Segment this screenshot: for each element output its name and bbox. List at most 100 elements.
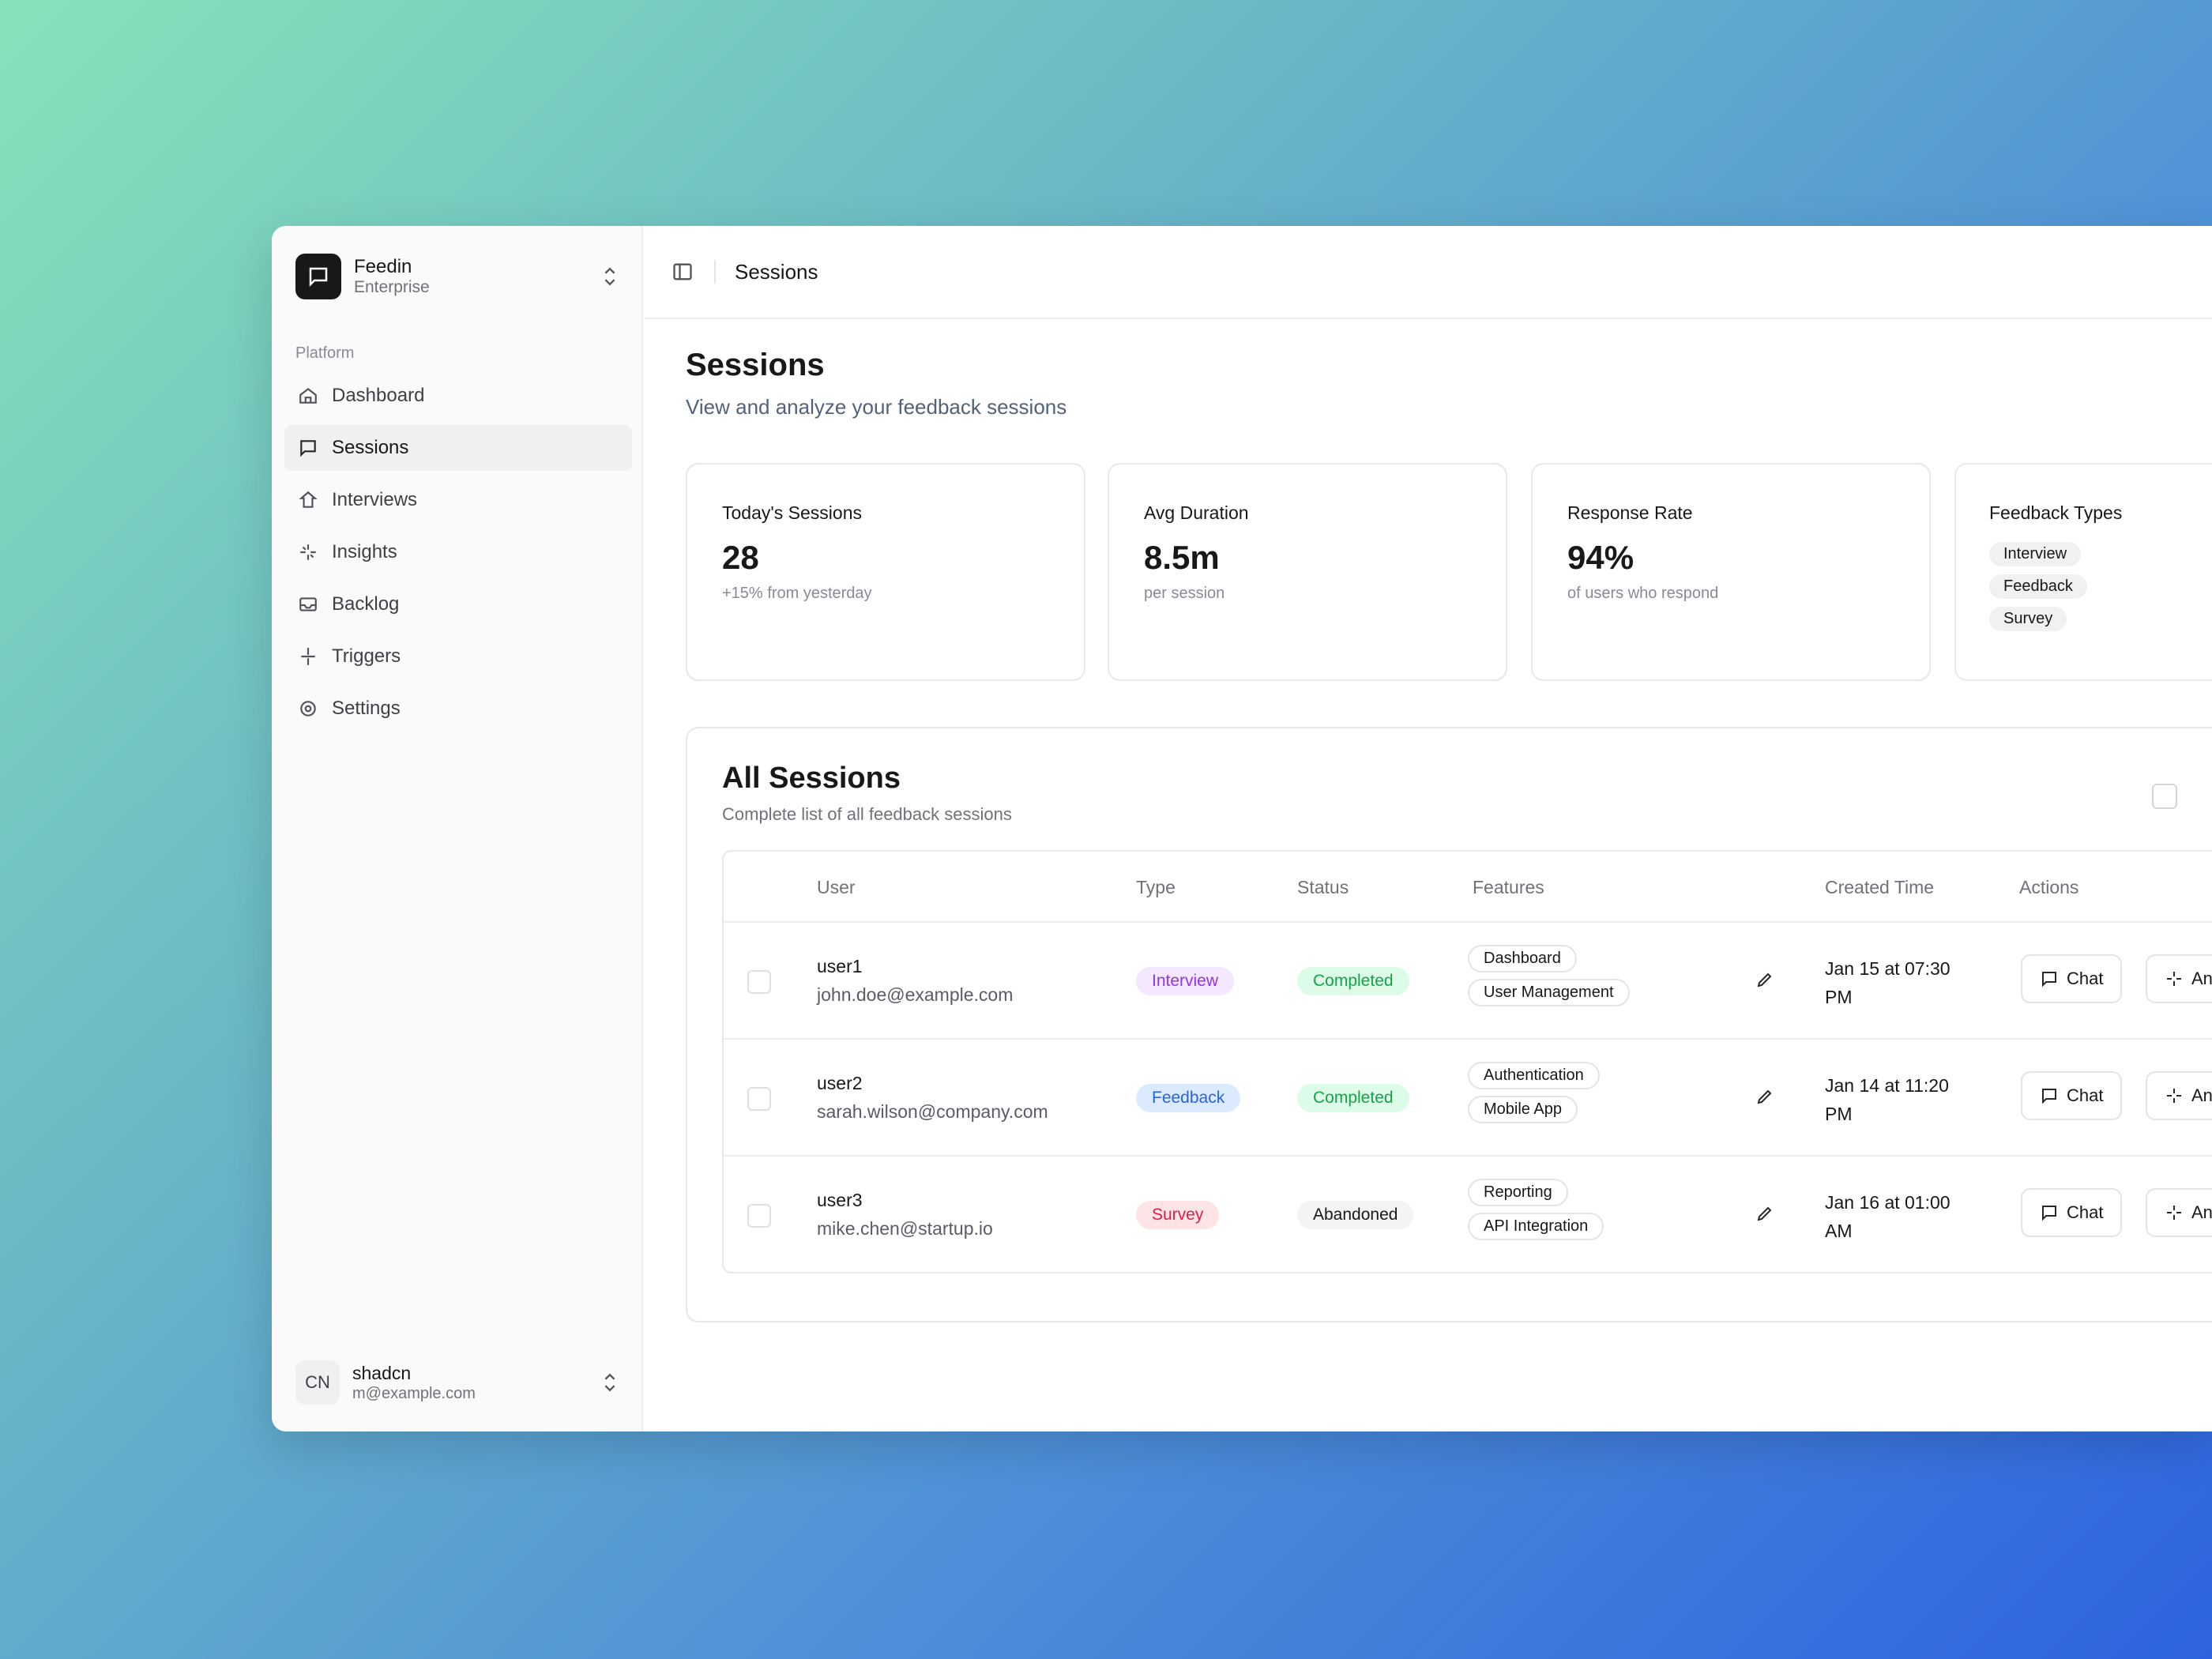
sidebar-item-dashboard[interactable]: Dashboard [284,373,632,419]
sparkle-icon [2165,1203,2184,1222]
card-value: 28 [722,539,759,576]
header-user[interactable]: User [817,877,856,897]
user-email: john.doe@example.com [817,984,1014,1005]
card-note: per session [1144,585,1225,602]
user-name: user2 [817,1073,863,1093]
panel-subtitle: Complete list of all feedback sessions [722,804,1012,824]
divider [714,260,716,284]
analyze-label: An [2191,1085,2212,1105]
org-logo [295,254,341,299]
sidebar-item-insights[interactable]: Insights [284,529,632,575]
stat-cards: Today's Sessions 28 +15% from yesterday … [686,463,2212,681]
analyze-button[interactable]: An [2146,1188,2212,1237]
org-switcher[interactable]: Feedin Enterprise [295,253,619,300]
sidebar-toggle-icon[interactable] [670,259,695,284]
analyze-button[interactable]: An [2146,1071,2212,1120]
page-subtitle: View and analyze your feedback sessions [686,395,1067,419]
status-badge: Completed [1297,1084,1409,1112]
user-email: sarah.wilson@company.com [817,1101,1048,1122]
all-sessions-panel: All Sessions Complete list of all feedba… [686,727,2212,1322]
card-todays-sessions: Today's Sessions 28 +15% from yesterday [686,463,1085,681]
sidebar-item-label: Interviews [332,489,418,510]
chat-button[interactable]: Chat [2021,954,2123,1003]
sidebar-item-triggers[interactable]: Triggers [284,634,632,679]
card-feedback-types: Feedback Types Interview Feedback Survey [1954,463,2212,681]
sparkle-icon [2165,1086,2184,1105]
chevrons-up-down-icon [600,263,619,290]
analyze-button[interactable]: An [2146,954,2212,1003]
edit-features-icon[interactable] [1755,1087,1778,1109]
page-title: Sessions [686,348,825,382]
feature-chip: Reporting [1468,1179,1568,1206]
user-email: mike.chen@startup.io [817,1218,993,1239]
feedback-type-chips: Interview Feedback Survey [1989,542,2087,639]
card-title: Response Rate [1567,502,1693,523]
message-icon [2040,1086,2059,1105]
header-features[interactable]: Features [1473,877,1544,897]
card-title: Avg Duration [1144,502,1249,523]
zap-icon [297,645,319,668]
topbar: Sessions [645,226,2212,319]
sidebar-item-label: Settings [332,698,401,719]
feature-chip: Dashboard [1468,945,1577,972]
created-time: Jan 15 at 07:30 PM [1825,958,1951,1007]
row-checkbox[interactable] [747,970,771,994]
feature-chips: Dashboard User Management [1468,945,1630,1013]
edit-features-icon[interactable] [1755,970,1778,992]
inbox-icon [297,593,319,615]
card-response-rate: Response Rate 94% of users who respond [1531,463,1931,681]
table-header: User Type Status Features Created Time A… [724,852,2212,923]
avatar: CN [295,1360,340,1405]
created-time: Jan 14 at 11:20 PM [1825,1075,1949,1124]
panel-control[interactable] [2152,784,2177,809]
sidebar-item-sessions[interactable]: Sessions [284,425,632,471]
sidebar-item-interviews[interactable]: Interviews [284,477,632,523]
message-icon [2040,969,2059,988]
row-checkbox[interactable] [747,1087,771,1111]
nav-section-label: Platform [295,344,355,362]
card-note: +15% from yesterday [722,585,872,602]
org-name: Feedin [354,256,412,277]
table-row: user3 mike.chen@startup.io Survey Abando… [724,1157,2212,1273]
type-badge: Survey [1136,1201,1220,1229]
feature-chip: Authentication [1468,1062,1600,1089]
table-row: user2 sarah.wilson@company.com Feedback … [724,1040,2212,1157]
card-value: 8.5m [1144,539,1220,576]
header-actions: Actions [2019,877,2079,897]
table-row: user1 john.doe@example.com Interview Com… [724,923,2212,1040]
sessions-table: User Type Status Features Created Time A… [722,850,2212,1273]
chip: Survey [1989,607,2067,631]
type-badge: Feedback [1136,1084,1241,1112]
chat-button[interactable]: Chat [2021,1071,2123,1120]
sidebar-item-settings[interactable]: Settings [284,686,632,732]
header-type[interactable]: Type [1136,877,1176,897]
user-menu[interactable]: CN shadcn m@example.com [295,1357,619,1408]
created-time: Jan 16 at 01:00 AM [1825,1192,1951,1241]
message-icon [297,437,319,459]
user-email: m@example.com [352,1384,476,1402]
analyze-label: An [2191,969,2212,988]
header-created[interactable]: Created Time [1825,877,1935,897]
message-square-icon [309,267,328,288]
card-title: Feedback Types [1989,502,2123,523]
sidebar-nav: Dashboard Sessions Interviews Insights B… [284,373,632,738]
chat-button[interactable]: Chat [2021,1188,2123,1237]
analyze-label: An [2191,1202,2212,1222]
app-window: Feedin Enterprise Platform Dashboard Ses… [272,226,2212,1431]
row-checkbox[interactable] [747,1204,771,1228]
feature-chips: Reporting API Integration [1468,1179,1604,1247]
status-badge: Abandoned [1297,1201,1414,1229]
chip: Feedback [1989,574,2087,599]
edit-features-icon[interactable] [1755,1204,1778,1226]
message-icon [2040,1203,2059,1222]
chip: Interview [1989,542,2082,566]
user-name: user1 [817,956,863,976]
gear-icon [297,698,319,720]
sidebar-item-backlog[interactable]: Backlog [284,581,632,627]
sparkle-icon [2165,969,2184,988]
sparkle-icon [297,541,319,563]
header-status[interactable]: Status [1297,877,1349,897]
chat-label: Chat [2067,1085,2104,1105]
interview-icon [297,489,319,511]
sidebar-item-label: Sessions [332,437,409,458]
